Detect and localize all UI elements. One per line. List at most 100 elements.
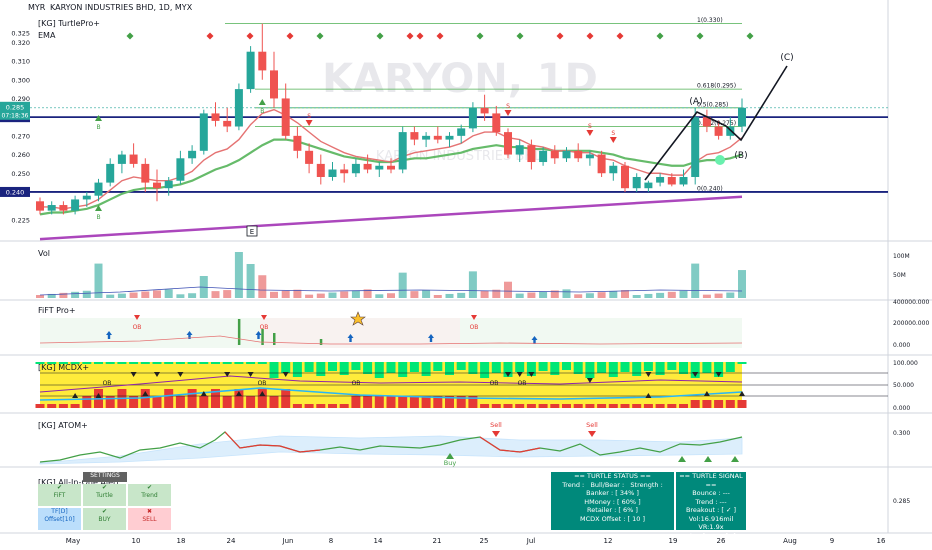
- atom-sell-arrow-icon: [492, 431, 500, 437]
- candle-body: [550, 150, 559, 159]
- mcdx-banker-bar: [292, 404, 302, 408]
- volume-bar: [468, 271, 477, 298]
- candle-body: [597, 154, 606, 174]
- buy-arrow-icon: [95, 115, 102, 121]
- settings-fift[interactable]: ✔ FiFT: [38, 484, 81, 506]
- signal-diamond-icon: [206, 32, 214, 40]
- mcdx-banker-bar: [526, 404, 536, 408]
- mcdx-hmoney-bar: [152, 362, 162, 364]
- candle-body: [480, 107, 489, 114]
- mcdx-hmoney-bar: [304, 362, 314, 372]
- atom-label[interactable]: [KG] ATOM+: [38, 421, 88, 430]
- price-tick-label: 0.250: [11, 170, 30, 178]
- signal-diamond-icon: [436, 32, 444, 40]
- turtle-signal-breakout: Breakout : [ ✓ ]: [685, 506, 737, 514]
- mcdx-hmoney-bar: [105, 362, 115, 364]
- candle-body: [621, 165, 629, 189]
- volume-bar: [328, 292, 337, 298]
- time-tick-label: Jun: [282, 537, 294, 545]
- settings-trend[interactable]: ✔ Trend: [128, 484, 171, 506]
- price-tick-label: 0.310: [11, 58, 30, 66]
- settings-turtle[interactable]: ✔ Turtle: [83, 484, 126, 506]
- mcdx-banker-bar: [491, 404, 501, 408]
- mcdx-hmoney-bar: [655, 362, 665, 375]
- volume-bar: [129, 292, 138, 298]
- settings-offset-label: Offset[10]: [44, 516, 75, 523]
- mcdx-hmoney-bar: [480, 362, 490, 378]
- mcdx-pane[interactable]: 100.000 50.000 0.000 OB OB OB OB OB: [35, 360, 918, 412]
- time-axis[interactable]: May 10 18 24 Jun 8 14 21 25 Jul 12 19 26 Aug 9 16: [66, 537, 886, 545]
- fift-bar: [273, 333, 276, 345]
- alert-label[interactable]: [KG] All-In-One Alert: [38, 478, 120, 487]
- sell-signal-label: S: [307, 113, 311, 120]
- settings-sell[interactable]: ✖ SELL: [128, 508, 171, 530]
- buy-signal-label: B: [260, 108, 264, 115]
- atom-sell-label: Sell: [586, 421, 598, 429]
- buy-arrow-icon: [258, 99, 266, 105]
- sell-arrow-icon: [305, 120, 313, 126]
- price-tick-label: 0.225: [11, 217, 30, 225]
- mcdx-banker-bar: [421, 396, 431, 408]
- mcdx-ob-label: OB: [518, 380, 527, 387]
- candle-body: [82, 195, 91, 200]
- fib-level-label: 1(0.330): [697, 17, 723, 24]
- volume-axis-label: 100M: [893, 253, 910, 260]
- settings-timeframe[interactable]: TF[D] Offset[10]: [38, 508, 81, 530]
- mcdx-banker-bar: [480, 404, 490, 408]
- fift-label[interactable]: FiFT Pro+: [38, 306, 76, 315]
- candle-body: [71, 199, 80, 211]
- volume-bar: [375, 294, 384, 298]
- mcdx-banker-bar: [608, 404, 618, 408]
- candle-body: [363, 163, 372, 170]
- signal-diamond-icon: [656, 32, 664, 40]
- candle-body: [59, 205, 68, 211]
- mcdx-banker-bar: [538, 404, 548, 408]
- mcdx-banker-bar: [725, 400, 735, 408]
- mcdx-banker-bar: [562, 404, 571, 408]
- sell-signal-label: S: [611, 130, 615, 137]
- time-tick-label: 24: [227, 537, 236, 545]
- volume-bar: [527, 292, 536, 298]
- turtle-signal-panel: == TURTLE SIGNAL == Bounce : --- Trend :…: [676, 472, 746, 540]
- mcdx-label[interactable]: [KG] MCDX+: [38, 363, 90, 372]
- mcdx-banker-bar: [35, 404, 45, 408]
- candle-body: [644, 182, 653, 189]
- mcdx-axis-label: 0.000: [893, 405, 910, 412]
- mcdx-hmoney-bar: [409, 362, 419, 372]
- mcdx-banker-bar: [714, 400, 724, 408]
- settings-buy[interactable]: ✔ BUY: [83, 508, 126, 530]
- candle-body: [223, 120, 232, 127]
- mcdx-banker-bar: [199, 396, 209, 408]
- price-pane[interactable]: 1(0.330) 0.618(0.295) 0.5(0.285) 0.382(0.27…: [0, 17, 888, 241]
- volume-bar: [71, 291, 80, 298]
- mcdx-up-triangle-icon: [739, 391, 745, 396]
- atom-pane[interactable]: 0.300 0.285 Sell Sell Buy: [39, 421, 910, 505]
- fift-up-arrow-icon: [347, 334, 354, 342]
- sell-arrow-icon: [609, 137, 617, 143]
- mcdx-hmoney-bar: [82, 362, 92, 364]
- mcdx-hmoney-bar: [339, 362, 349, 375]
- fift-bar: [319, 339, 323, 345]
- fift-pane[interactable]: 400000.000 200000.000 0.000 OB OB OB: [39, 299, 929, 349]
- candle-body: [585, 154, 594, 159]
- mcdx-up-triangle-icon: [645, 393, 652, 398]
- mcdx-hmoney-bar: [643, 362, 653, 371]
- candle-body: [492, 113, 501, 133]
- settings-tf-label: TF[D]: [51, 508, 68, 515]
- turtle-signal-bounce: Bounce : ---: [692, 489, 730, 497]
- candle-body: [188, 150, 197, 159]
- volume-bar: [609, 291, 618, 298]
- ema-purple-line: [39, 195, 743, 241]
- candle-body: [47, 205, 56, 211]
- volume-bar: [234, 252, 243, 298]
- cross-icon: ✖: [146, 508, 153, 515]
- indicator-ema-label[interactable]: EMA: [38, 31, 56, 40]
- volume-label[interactable]: Vol: [38, 249, 50, 258]
- fift-line: [39, 335, 743, 345]
- indicator-turtlepro-label[interactable]: [KG] TurtlePro+: [38, 19, 100, 28]
- mcdx-hmoney-bar: [573, 362, 583, 374]
- signal-diamond-icon: [126, 32, 134, 40]
- fift-up-arrow-icon: [186, 331, 193, 339]
- volume-pane[interactable]: 100M 50M: [36, 252, 910, 298]
